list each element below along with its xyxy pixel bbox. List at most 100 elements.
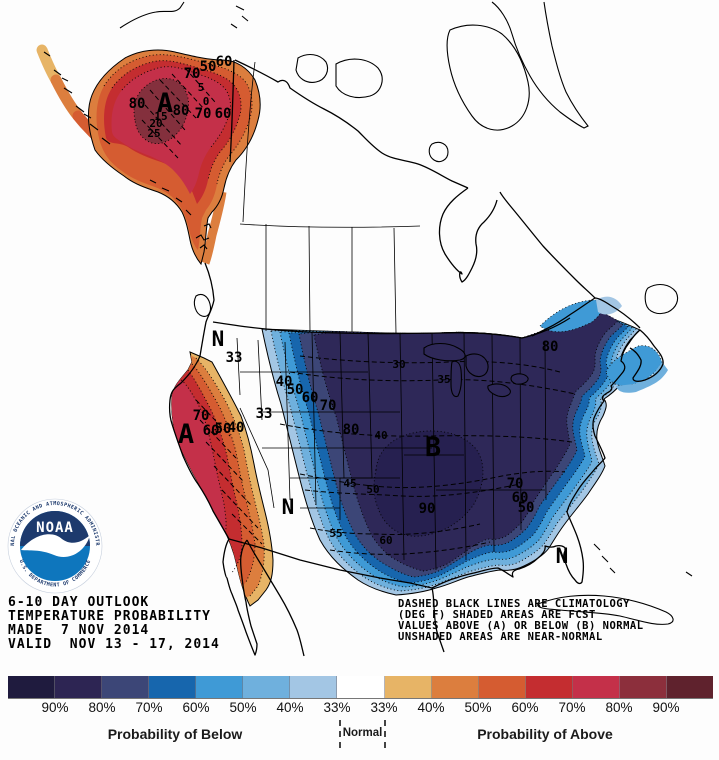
lake-superior xyxy=(423,342,466,362)
colorbar-segment-above-70-80 xyxy=(572,676,620,698)
map-label-contour-60: 60 xyxy=(512,490,529,506)
svg-text:NATIONAL OCEANIC AND ATMOSPHER: NATIONAL OCEANIC AND ATMOSPHERIC ADMINIS… xyxy=(0,0,100,547)
colorbar-segment-below-60-70 xyxy=(149,676,197,698)
map-label-contour-70: 70 xyxy=(193,408,210,424)
colorbar-segment-above-33-40 xyxy=(384,676,432,698)
below-novascotia-fringe xyxy=(616,362,668,393)
map-label-climo-25: 25 xyxy=(147,127,160,140)
map-label-contour-80: 80 xyxy=(129,96,146,112)
map-label-contour-50: 50 xyxy=(518,500,535,516)
map-label-climo-5: 5 xyxy=(198,81,205,94)
colorbar-tick-label: 80% xyxy=(605,700,633,715)
colorbar-tick-label: 50% xyxy=(229,700,257,715)
colorbar-tick-label: 50% xyxy=(464,700,492,715)
map-label-letter-A: A xyxy=(157,88,173,119)
colorbar-ticks: 90% 80% 70% 60% 50% 40% 33% 33% 40% 50% 60% 70% 80% 9… xyxy=(8,700,713,718)
map-label-climo-0: 0 xyxy=(203,95,210,108)
ak-band-80 xyxy=(133,78,189,145)
colorbar-segment-above-80-90 xyxy=(619,676,667,698)
map-label-contour-90: 90 xyxy=(419,501,436,517)
map-label-contour-50: 50 xyxy=(287,382,304,398)
map-label-n-N: N xyxy=(282,495,295,519)
colorbar-segments xyxy=(8,676,713,699)
below-normal-region xyxy=(261,296,668,596)
aleutian-band-2 xyxy=(50,74,84,122)
map-label-contour-33: 33 xyxy=(256,406,273,422)
note-line-2: (DEG F) SHADED AREAS ARE FCST xyxy=(398,609,596,621)
colorbar-tick-label: 40% xyxy=(276,700,304,715)
map-label-climo-40: 40 xyxy=(374,429,387,442)
legend-note-block: DASHED BLACK LINES ARE CLIMATOLOGY (DEG F… xyxy=(398,599,644,643)
colorbar-tick-label: 33% xyxy=(370,700,398,715)
map-label-contour-70: 70 xyxy=(507,476,524,492)
above-normal-alaska-region xyxy=(36,44,261,266)
map-label-n-N: N xyxy=(556,544,569,568)
map-label-climo-15: 15 xyxy=(154,110,167,123)
colorbar-tick-label: 40% xyxy=(417,700,445,715)
lake-erie xyxy=(487,383,511,398)
map-label-climo-35: 35 xyxy=(437,373,450,386)
noaa-acronym: NOAA xyxy=(36,520,74,536)
colorbar-segment-below-40-50 xyxy=(243,676,291,698)
lake-huron xyxy=(465,353,489,378)
note-line-1: DASHED BLACK LINES ARE CLIMATOLOGY xyxy=(398,598,630,610)
title-line-1: 6-10 DAY OUTLOOK xyxy=(8,595,150,610)
map-label-n-N: N xyxy=(212,327,225,351)
colorbar-tick-label: 70% xyxy=(135,700,163,715)
map-label-climo-30: 30 xyxy=(392,358,405,371)
map-label-contour-80: 80 xyxy=(343,422,360,438)
title-line-4: VALID NOV 13 - 17, 2014 xyxy=(8,637,220,652)
colorbar-segment-below-90-plus xyxy=(8,676,56,698)
map-label-contour-40: 40 xyxy=(276,374,293,390)
map-label-contour-33: 33 xyxy=(226,350,243,366)
state-and-province-borders xyxy=(236,61,547,571)
map-label-climo-55: 55 xyxy=(329,527,342,540)
map-label-climo-20: 20 xyxy=(149,117,162,130)
map-label-contour-50: 50 xyxy=(215,421,232,437)
lake-michigan xyxy=(450,360,462,398)
map-label-letter-A: A xyxy=(178,419,194,450)
seagull-icon xyxy=(21,534,90,557)
colorbar-tick-label: 70% xyxy=(558,700,586,715)
colorbar-segment-normal xyxy=(337,676,385,698)
colorbar-segment-below-80-90 xyxy=(55,676,103,698)
panhandle-band xyxy=(200,191,227,265)
colorbar-segment-below-70-80 xyxy=(102,676,150,698)
colorbar-segment-above-50-60 xyxy=(478,676,526,698)
colorbar-tick-label: 80% xyxy=(88,700,116,715)
title-line-2: TEMPERATURE PROBABILITY xyxy=(8,609,212,624)
logo-top-arc-text: NATIONAL OCEANIC AND ATMOSPHERIC ADMINIS… xyxy=(0,0,100,547)
map-label-climo-50: 50 xyxy=(366,483,379,496)
climatology-dashed-lines xyxy=(141,67,576,555)
note-line-4: UNSHADED AREAS ARE NEAR-NORMAL xyxy=(398,631,603,643)
map-label-climo-60: 60 xyxy=(379,534,392,547)
map-label-contour-60: 60 xyxy=(302,390,319,406)
colorbar-tick-label: 90% xyxy=(41,700,69,715)
map-label-contour-80: 80 xyxy=(542,339,559,355)
map-label-contour-60: 60 xyxy=(215,106,232,122)
map-label-contour-80: 80 xyxy=(173,103,190,119)
colorbar-segment-above-90-plus xyxy=(666,676,713,698)
colorbar-tick-label: 33% xyxy=(323,700,351,715)
colorbar-segment-below-50-60 xyxy=(196,676,244,698)
colorbar-tick-label: 90% xyxy=(652,700,680,715)
colorbar-segment-above-60-70 xyxy=(525,676,573,698)
map-label-contour-60: 60 xyxy=(216,54,233,70)
colorbar-segment-above-40-50 xyxy=(431,676,479,698)
lake-ontario xyxy=(510,373,529,385)
map-label-letter-B: B xyxy=(425,432,441,463)
note-line-3: VALUES ABOVE (A) OR BELOW (B) NORMAL xyxy=(398,620,644,632)
map-label-contour-60: 60 xyxy=(203,423,220,439)
colorbar-segment-below-33-40 xyxy=(290,676,338,698)
noaa-logo: NOAA NATIONAL OCEANIC AND ATMOSPHERIC AD… xyxy=(0,0,103,594)
coastlines xyxy=(168,59,664,657)
islands xyxy=(43,1,693,625)
colorbar-tick-label: 60% xyxy=(182,700,210,715)
map-label-contour-70: 70 xyxy=(184,66,201,82)
great-lakes xyxy=(423,342,529,398)
map-label-contour-70: 70 xyxy=(320,398,337,414)
caption-probability-below: Probability of Below xyxy=(107,726,243,742)
